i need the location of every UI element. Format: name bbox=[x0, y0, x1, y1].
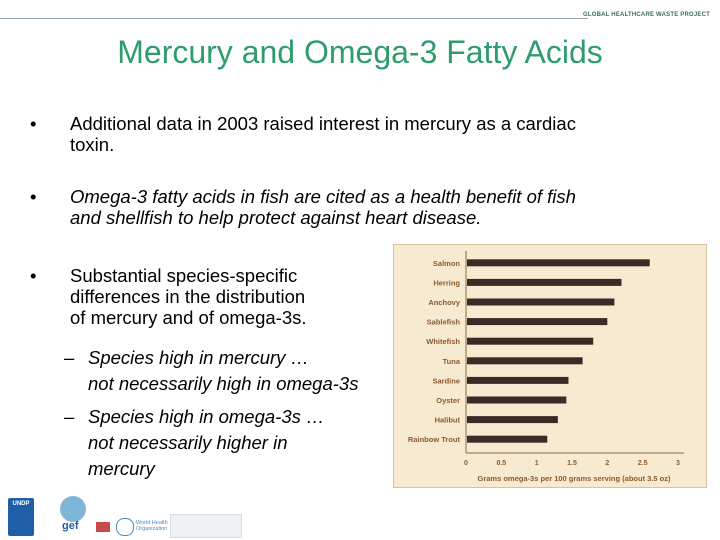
x-tick-label: 0 bbox=[464, 460, 468, 467]
bar bbox=[467, 357, 583, 365]
x-tick-label: 3 bbox=[676, 460, 680, 467]
bullet-marker: • bbox=[30, 186, 37, 207]
x-tick-label: 1.5 bbox=[567, 460, 577, 467]
small-flag-icon bbox=[96, 522, 110, 532]
bar bbox=[467, 337, 594, 345]
subbullet-2-line-1: Species high in omega-3s … bbox=[88, 406, 325, 427]
university-logo bbox=[170, 514, 242, 538]
subbullet-1-line-1: Species high in mercury … bbox=[88, 347, 310, 368]
bar bbox=[467, 435, 548, 443]
gef-logo-text: gef bbox=[62, 520, 79, 532]
category-label: Anchovy bbox=[428, 298, 461, 307]
bar bbox=[467, 259, 650, 267]
bullet-3-line-2: differences in the distribution bbox=[70, 286, 306, 307]
bullet-marker: • bbox=[30, 265, 37, 286]
category-label: Sardine bbox=[432, 376, 460, 385]
subbullet-marker: – bbox=[64, 406, 75, 427]
category-label: Sablefish bbox=[427, 318, 461, 327]
bullet-2-line-2: and shellfish to help protect against he… bbox=[70, 207, 482, 228]
bar bbox=[467, 278, 622, 286]
subbullet-1-line-2: not necessarily high in omega-3s bbox=[88, 373, 359, 394]
category-label: Tuna bbox=[443, 357, 461, 366]
bar bbox=[467, 298, 615, 306]
bar bbox=[467, 376, 569, 384]
bar bbox=[467, 396, 567, 404]
bullet-1-line-1: Additional data in 2003 raised interest … bbox=[70, 113, 576, 134]
subbullet-2-line-2: not necessarily higher in bbox=[88, 432, 288, 453]
bullet-marker: • bbox=[30, 113, 37, 134]
bullet-1-line-2: toxin. bbox=[70, 134, 115, 155]
x-axis-title: Grams omega-3s per 100 grams serving (ab… bbox=[478, 474, 671, 483]
category-label: Rainbow Trout bbox=[408, 435, 461, 444]
project-header-label: GLOBAL HEALTHCARE WASTE PROJECT bbox=[583, 12, 710, 18]
bullet-2-line-1: Omega-3 fatty acids in fish are cited as… bbox=[70, 186, 576, 207]
bar bbox=[467, 318, 608, 326]
undp-logo-icon: UNDP bbox=[8, 498, 34, 536]
header-rule bbox=[0, 18, 588, 19]
who-logo-text: World Health Organization bbox=[136, 520, 168, 532]
bar bbox=[467, 416, 558, 424]
who-emblem-icon bbox=[116, 518, 134, 536]
category-label: Salmon bbox=[433, 259, 461, 268]
x-tick-label: 0.5 bbox=[496, 460, 506, 467]
x-tick-label: 1 bbox=[535, 460, 539, 467]
category-label: Whitefish bbox=[426, 337, 460, 346]
omega3-chart: Salmon Herring Anchovy Sablefish Whitefish Tu… bbox=[393, 244, 707, 488]
category-label: Herring bbox=[433, 278, 460, 287]
category-label: Halibut bbox=[435, 416, 461, 425]
bullet-3-line-3: of mercury and of omega-3s. bbox=[70, 307, 307, 328]
undp-logo-text: UNDP bbox=[12, 501, 30, 507]
subbullet-2-line-3: mercury bbox=[88, 458, 155, 479]
gef-globe-icon bbox=[60, 496, 86, 522]
x-tick-label: 2 bbox=[605, 460, 609, 467]
subbullet-marker: – bbox=[64, 347, 75, 368]
category-label: Oyster bbox=[436, 396, 460, 405]
slide-title: Mercury and Omega-3 Fatty Acids bbox=[117, 34, 603, 70]
bullet-3-line-1: Substantial species-specific bbox=[70, 265, 298, 286]
x-tick-label: 2.5 bbox=[638, 460, 648, 467]
footer-logos: UNDP gef World Health Organization bbox=[0, 492, 720, 540]
omega3-bar-chart: Salmon Herring Anchovy Sablefish Whitefish Tu… bbox=[408, 251, 684, 483]
